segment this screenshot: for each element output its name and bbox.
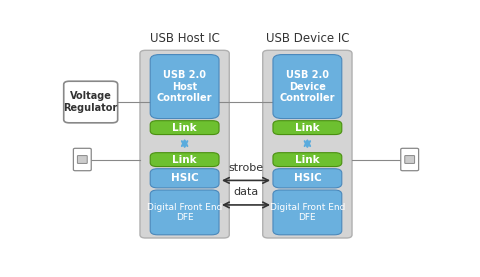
FancyBboxPatch shape bbox=[273, 121, 342, 135]
Text: Voltage
Regulator: Voltage Regulator bbox=[63, 91, 118, 113]
Text: data: data bbox=[233, 187, 259, 197]
Text: USB 2.0
Host
Controller: USB 2.0 Host Controller bbox=[157, 70, 212, 103]
Text: Link: Link bbox=[295, 123, 320, 133]
FancyBboxPatch shape bbox=[273, 190, 342, 235]
Text: Digital Front End
DFE: Digital Front End DFE bbox=[270, 203, 345, 222]
FancyBboxPatch shape bbox=[150, 190, 219, 235]
FancyBboxPatch shape bbox=[150, 55, 219, 119]
FancyBboxPatch shape bbox=[150, 153, 219, 166]
Text: USB Device IC: USB Device IC bbox=[265, 32, 349, 45]
FancyBboxPatch shape bbox=[273, 153, 342, 166]
FancyBboxPatch shape bbox=[401, 148, 419, 171]
FancyBboxPatch shape bbox=[150, 169, 219, 188]
Text: Digital Front End
DFE: Digital Front End DFE bbox=[147, 203, 222, 222]
FancyBboxPatch shape bbox=[140, 50, 229, 238]
Text: HSIC: HSIC bbox=[171, 173, 199, 183]
Text: USB 2.0
Device
Controller: USB 2.0 Device Controller bbox=[280, 70, 335, 103]
Text: Link: Link bbox=[295, 155, 320, 165]
FancyBboxPatch shape bbox=[263, 50, 352, 238]
FancyBboxPatch shape bbox=[73, 148, 91, 171]
Text: Link: Link bbox=[172, 123, 197, 133]
FancyBboxPatch shape bbox=[405, 156, 415, 163]
FancyBboxPatch shape bbox=[64, 81, 118, 123]
FancyBboxPatch shape bbox=[77, 156, 87, 163]
FancyBboxPatch shape bbox=[150, 121, 219, 135]
FancyBboxPatch shape bbox=[273, 169, 342, 188]
FancyBboxPatch shape bbox=[273, 55, 342, 119]
Text: Link: Link bbox=[172, 155, 197, 165]
Text: strobe: strobe bbox=[228, 163, 264, 173]
Text: HSIC: HSIC bbox=[293, 173, 321, 183]
Text: USB Host IC: USB Host IC bbox=[150, 32, 219, 45]
